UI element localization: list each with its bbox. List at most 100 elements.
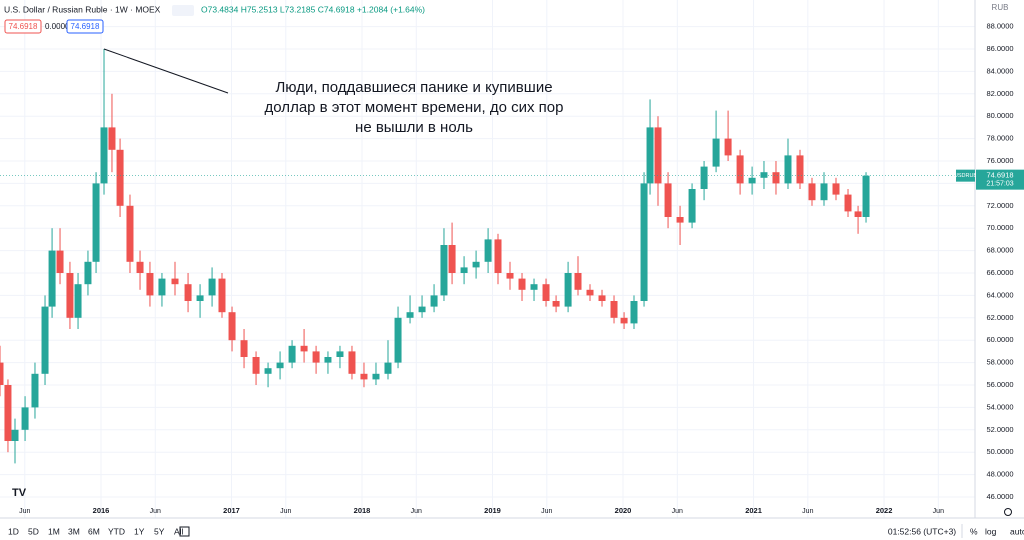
candle-body [31,373,39,408]
candle-body [108,127,116,150]
candle-body [240,340,248,357]
candle-body [252,357,260,374]
candle-body [430,295,438,307]
candle-body [736,155,744,184]
x-tick-label: 2019 [484,506,501,515]
candle-body [348,351,356,374]
candle-body [300,345,308,352]
candle-body [832,183,840,195]
candle-body [21,407,29,430]
y-tick-label: 70.0000 [986,223,1013,232]
candle-body [208,278,216,296]
x-tick-label: 2018 [354,506,371,515]
candle-body [506,273,514,279]
badge-text: 0.0000 [45,22,70,31]
candle-body [324,357,332,363]
option-button[interactable]: % [970,526,978,536]
candle-body [136,261,144,273]
candle-body [484,239,492,262]
candle-body [336,351,344,357]
x-tick-label: Jun [19,508,30,515]
range-button[interactable]: 3M [68,526,80,536]
candle-body [184,284,192,301]
range-button[interactable]: 5D [28,526,39,536]
y-tick-label: 46.0000 [986,492,1013,501]
candle-body [552,301,560,307]
candle-body [784,155,792,184]
x-tick-label: Jun [541,508,552,515]
candle-body [530,284,538,290]
candle-body [844,194,852,212]
candle-body [564,273,572,307]
candle-body [494,239,502,273]
y-tick-label: 86.0000 [986,44,1013,53]
option-button[interactable]: log [985,526,997,536]
candle-body [406,312,414,318]
candle-body [264,368,272,374]
quote: O73.4834 H75.2513 L73.2185 C74.6918 +1.2… [201,4,425,14]
x-tick-label: Jun [802,508,813,515]
candle-body [218,278,226,313]
range-button[interactable]: 5Y [154,526,165,536]
candle-body [586,289,594,296]
candle-body [854,211,862,217]
candle-body [574,273,582,290]
candle-body [41,306,49,374]
icon[interactable] [172,5,194,16]
range-button[interactable]: 1D [8,526,19,536]
candle-body [654,127,662,184]
candle-body [760,172,768,178]
x-tick-label: Jun [150,508,161,515]
candle-body [4,385,12,441]
countdown: 21:57:03 [986,180,1013,187]
settings-icon[interactable] [1004,508,1012,516]
candle-body [66,273,74,318]
candle-body [196,295,204,301]
candle-body [360,373,368,380]
candle-body [630,301,638,324]
range-button[interactable]: 6M [88,526,100,536]
candle-body [228,312,236,341]
candle-body [158,278,166,296]
y-tick-label: 68.0000 [986,246,1013,255]
logo: TV [12,487,27,499]
candle-body [146,273,154,296]
range-button[interactable]: 1Y [134,526,145,536]
range-button[interactable]: YTD [108,526,125,536]
toolbar: 1D 5D 1M 3M 6M YTD 1Y 5Y All% log auto [8,508,1024,537]
compare-icon[interactable] [179,526,190,537]
candle-body [394,317,402,363]
badge-text: 74.6918 [71,22,100,31]
candle-body [640,183,648,301]
candle-body [288,345,296,363]
y-tick-label: 58.0000 [986,358,1013,367]
candle-body [276,362,284,369]
candle-body [472,261,480,268]
last-price-label: 74.6918 [986,171,1013,180]
candle-body [74,284,82,318]
x-tick-label: Jun [672,508,683,515]
y-tick-label: 66.0000 [986,268,1013,277]
price-tag [956,169,975,182]
candle-body [820,183,828,201]
candle-body [56,250,64,273]
candle-body [84,261,92,285]
x-tick-label: 2022 [876,506,893,515]
range-button[interactable]: 1M [48,526,60,536]
candle-body [724,138,732,156]
range-button[interactable]: All [174,526,184,536]
y-tick-label: 48.0000 [986,470,1013,479]
y-tick-label: 76.0000 [986,156,1013,165]
candle-body [598,295,606,301]
x-tick-label: Jun [280,508,291,515]
candle-body [808,183,816,201]
candle-body [688,189,696,223]
candle-body [11,429,19,441]
candle-body [646,127,654,184]
candle-body [460,267,468,273]
y-tick-label: 62.0000 [986,313,1013,322]
candle-body [312,351,320,363]
x-tick-label: 2016 [93,506,110,515]
option-button[interactable]: auto [1010,526,1024,536]
y-tick-label: 78.0000 [986,134,1013,143]
